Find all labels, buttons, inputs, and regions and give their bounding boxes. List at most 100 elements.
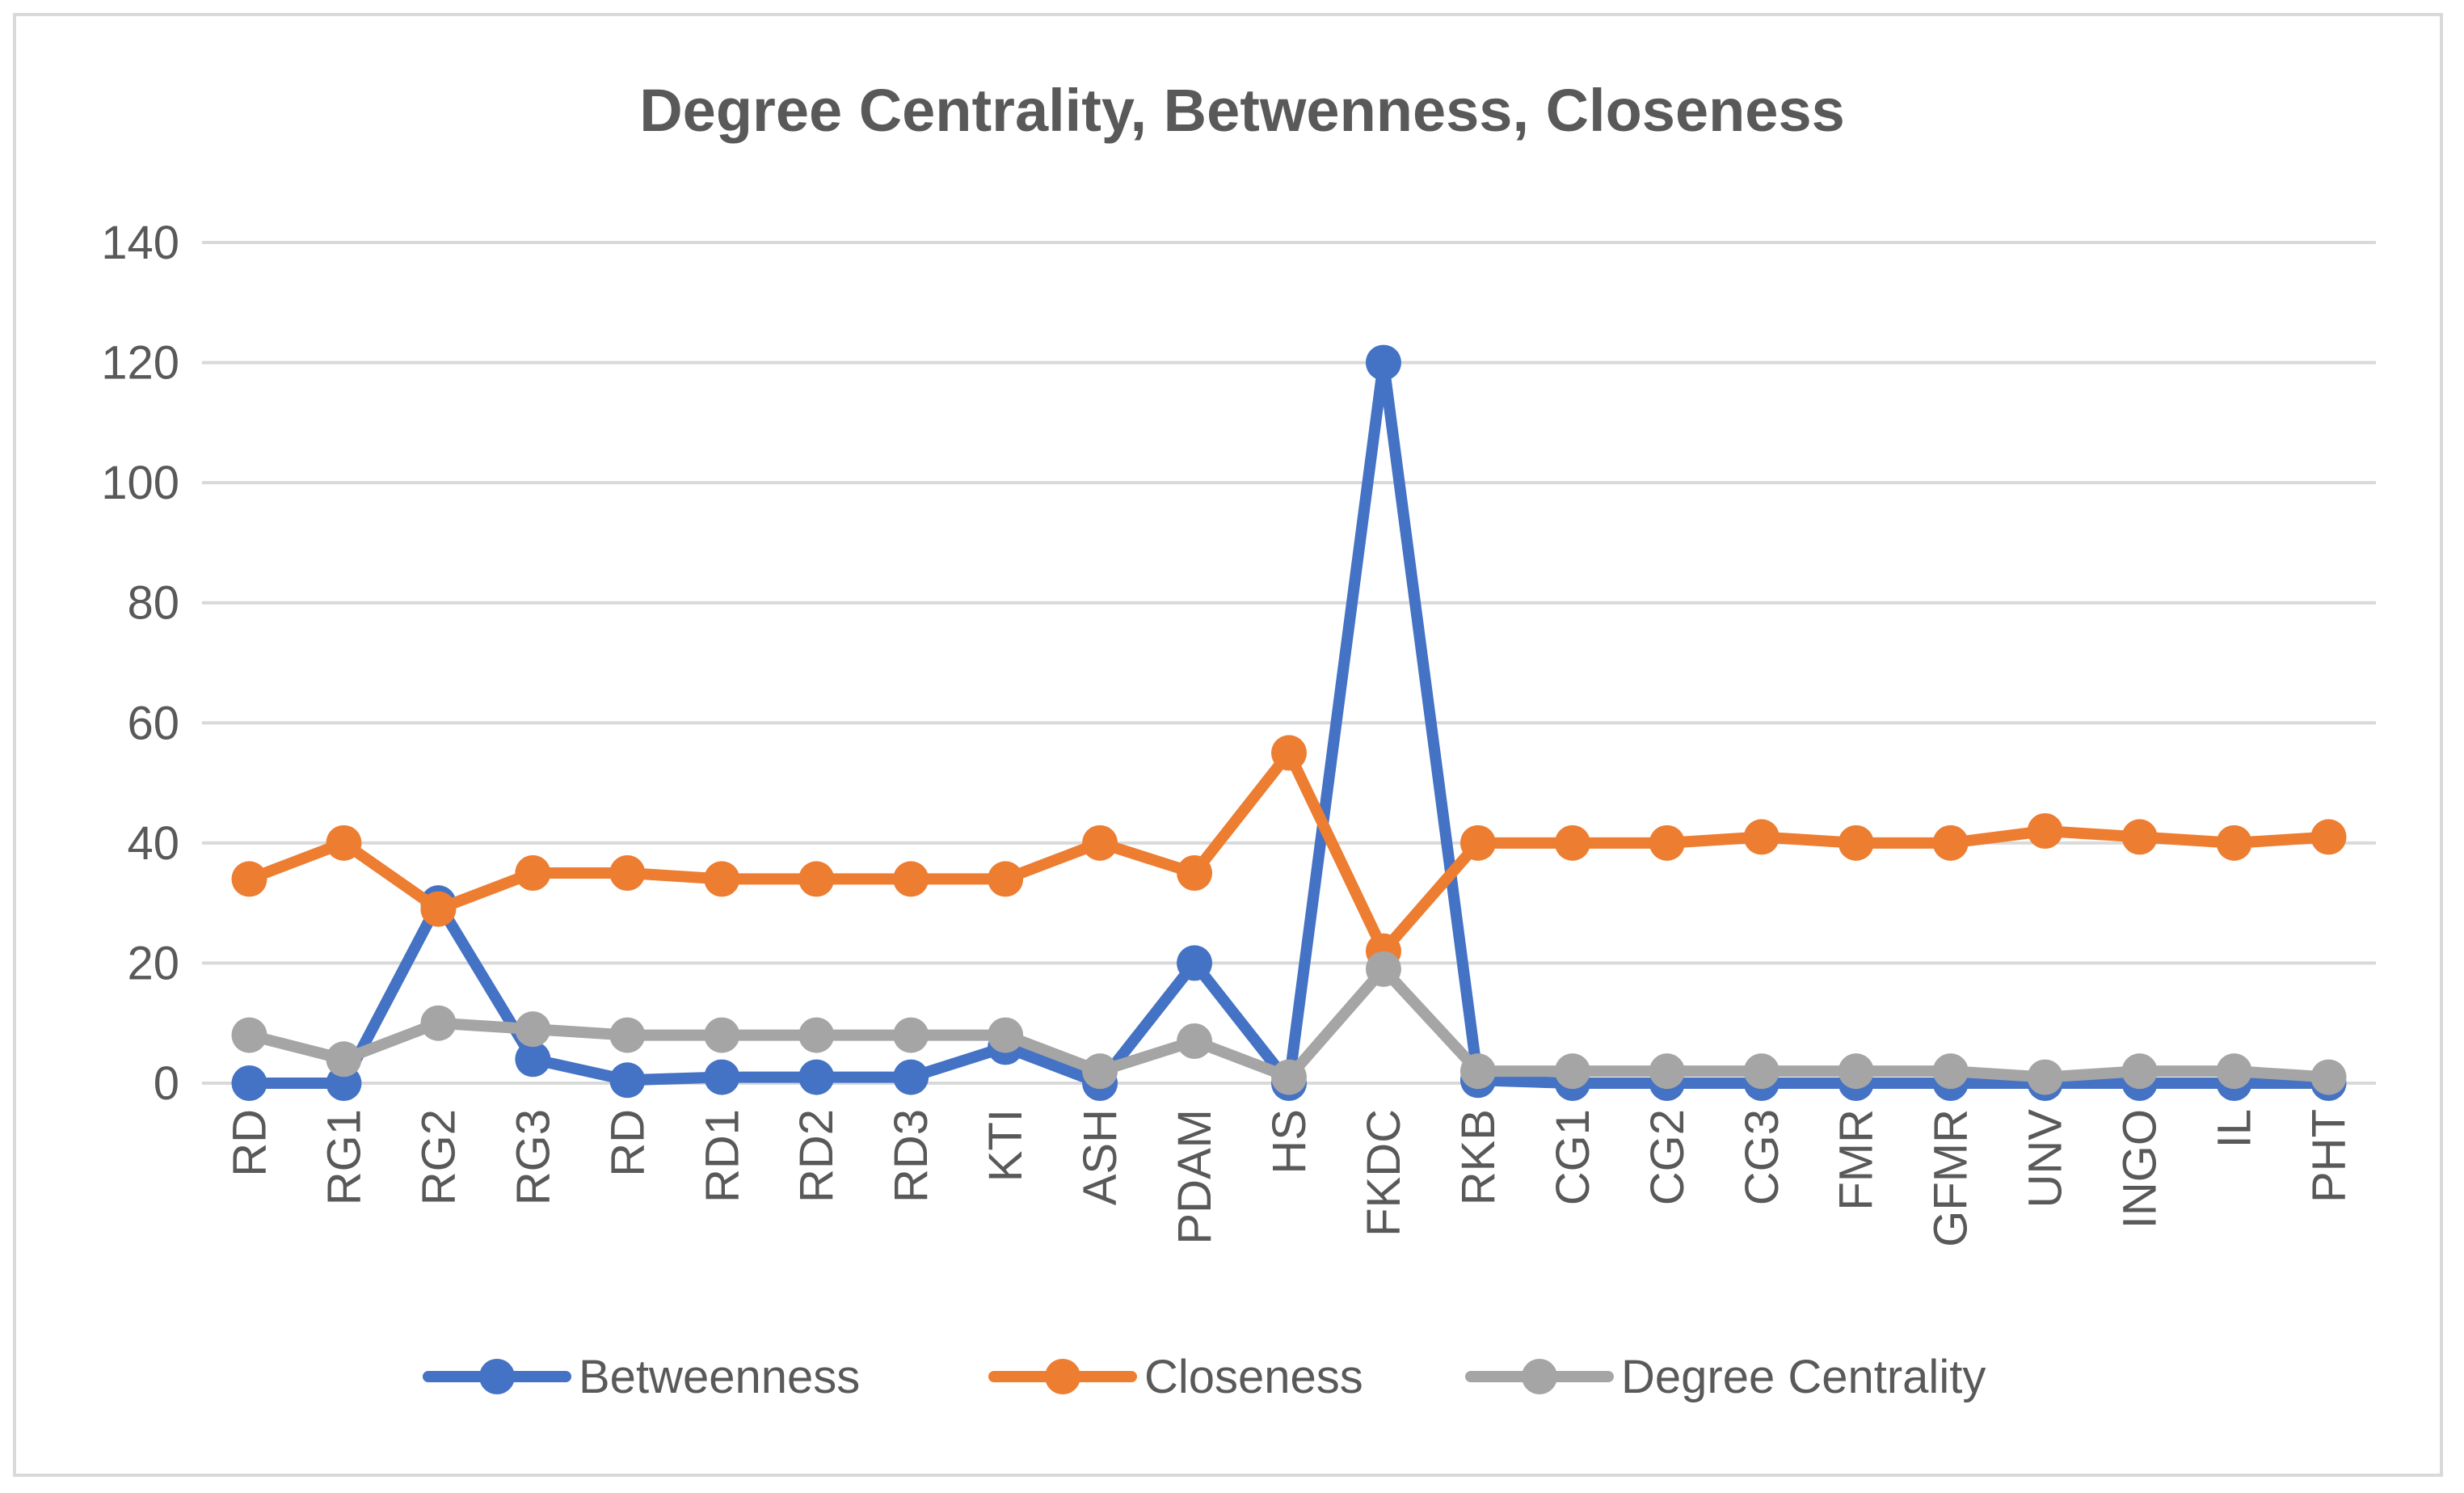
x-tick-label: RG1 xyxy=(318,1109,370,1205)
series-closeness xyxy=(231,735,2347,969)
legend-marker xyxy=(479,1359,515,1394)
y-tick-label: 0 xyxy=(154,1057,179,1110)
x-tick-label: FKDC xyxy=(1358,1109,1410,1237)
y-tick-label: 100 xyxy=(101,457,179,509)
legend-label: Degree Centrality xyxy=(1621,1351,1986,1403)
data-point xyxy=(1177,855,1213,891)
data-point xyxy=(231,1017,267,1053)
x-tick-label: PHT xyxy=(2303,1109,2356,1203)
data-point xyxy=(1743,1053,1780,1090)
y-tick-label: 40 xyxy=(127,817,179,870)
legend-item: Betweenness xyxy=(423,1351,860,1403)
x-tick-label: RD xyxy=(601,1109,654,1177)
y-tick-label: 120 xyxy=(101,337,179,390)
legend-marker xyxy=(1045,1359,1080,1394)
x-tick-label: FMR xyxy=(1830,1109,1883,1211)
data-point xyxy=(420,891,457,927)
data-point xyxy=(2310,1059,2347,1095)
x-tick-label: RD xyxy=(223,1109,276,1177)
x-tick-label: RG2 xyxy=(412,1109,465,1205)
legend-marker xyxy=(1522,1359,1557,1394)
data-point xyxy=(420,1005,457,1041)
y-tick-label: 140 xyxy=(101,217,179,269)
data-point xyxy=(2027,1059,2063,1095)
series-degree-centrality xyxy=(231,951,2347,1095)
x-tick-label: RD3 xyxy=(885,1109,937,1203)
chart-title: Degree Centrality, Betwenness, Closeness xyxy=(639,77,1845,144)
series-line xyxy=(243,747,2335,957)
data-point xyxy=(2216,825,2252,861)
gridlines xyxy=(202,241,2376,1085)
series-layer xyxy=(231,344,2347,1101)
x-tick-label: HS xyxy=(1263,1109,1316,1175)
data-point xyxy=(704,1059,740,1095)
data-point xyxy=(1554,1053,1590,1090)
data-point xyxy=(1838,1053,1874,1090)
data-point xyxy=(1082,825,1118,861)
data-point xyxy=(704,1017,740,1053)
x-tick-label: PDAM xyxy=(1169,1109,1221,1245)
y-tick-label: 20 xyxy=(127,937,179,989)
data-point xyxy=(609,855,646,891)
data-point xyxy=(1177,1023,1213,1059)
x-tick-label: CG2 xyxy=(1641,1109,1694,1205)
data-point xyxy=(1649,1053,1685,1090)
data-point xyxy=(1271,735,1307,771)
data-point xyxy=(231,1065,267,1101)
x-tick-label: INGO xyxy=(2114,1109,2167,1229)
x-tick-label: UNV xyxy=(2020,1109,2072,1208)
data-point xyxy=(1365,344,1401,381)
data-point xyxy=(2121,1053,2158,1090)
data-point xyxy=(1177,945,1213,981)
data-point xyxy=(1554,825,1590,861)
x-tick-label: KTI xyxy=(979,1109,1032,1182)
data-point xyxy=(798,1059,835,1095)
data-point xyxy=(1271,1059,1307,1095)
data-point xyxy=(1838,825,1874,861)
x-tick-label: GFMR xyxy=(1925,1109,1978,1247)
legend-item: Closeness xyxy=(988,1351,1363,1403)
data-point xyxy=(1932,1053,1969,1090)
data-point xyxy=(515,855,551,891)
legend: Betweenness Closeness Degree Centrality xyxy=(423,1351,1986,1403)
data-point xyxy=(1932,825,1969,861)
data-point xyxy=(704,861,740,897)
data-point xyxy=(515,1011,551,1048)
x-tick-label: IL xyxy=(2209,1109,2261,1148)
y-axis-ticks: 0 20 40 60 80 100 120 140 xyxy=(101,217,179,1110)
data-point xyxy=(609,1017,646,1053)
x-tick-label: RD1 xyxy=(696,1109,748,1203)
data-point xyxy=(988,1017,1024,1053)
data-point xyxy=(1459,825,1496,861)
x-tick-label: RKB xyxy=(1452,1109,1505,1205)
data-point xyxy=(988,861,1024,897)
data-point xyxy=(893,861,929,897)
data-point xyxy=(1082,1053,1118,1090)
data-point xyxy=(2216,1053,2252,1090)
data-point xyxy=(798,1017,835,1053)
data-point xyxy=(1365,951,1401,987)
legend-item: Degree Centrality xyxy=(1465,1351,1986,1403)
data-point xyxy=(2121,819,2158,855)
x-axis-ticks: RD RG1 RG2 RG3 RD RD1 RD2 RD3 KTI ASH PDAM HS FKDC RK… xyxy=(223,1109,2355,1247)
x-tick-label: RD2 xyxy=(790,1109,843,1203)
legend-label: Betweenness xyxy=(579,1351,860,1403)
chart-frame xyxy=(13,13,2443,1477)
data-point xyxy=(515,1041,551,1078)
data-point xyxy=(2027,813,2063,849)
y-tick-label: 60 xyxy=(127,697,179,749)
data-point xyxy=(2310,819,2347,855)
data-point xyxy=(798,861,835,897)
legend-label: Closeness xyxy=(1144,1351,1363,1403)
data-point xyxy=(231,861,267,897)
data-point xyxy=(326,825,362,861)
data-point xyxy=(893,1017,929,1053)
data-point xyxy=(1459,1053,1496,1090)
y-tick-label: 80 xyxy=(127,577,179,630)
data-point xyxy=(1743,819,1780,855)
data-point xyxy=(326,1041,362,1078)
data-point xyxy=(609,1062,646,1099)
x-tick-label: ASH xyxy=(1074,1109,1127,1205)
x-tick-label: CG1 xyxy=(1547,1109,1599,1205)
